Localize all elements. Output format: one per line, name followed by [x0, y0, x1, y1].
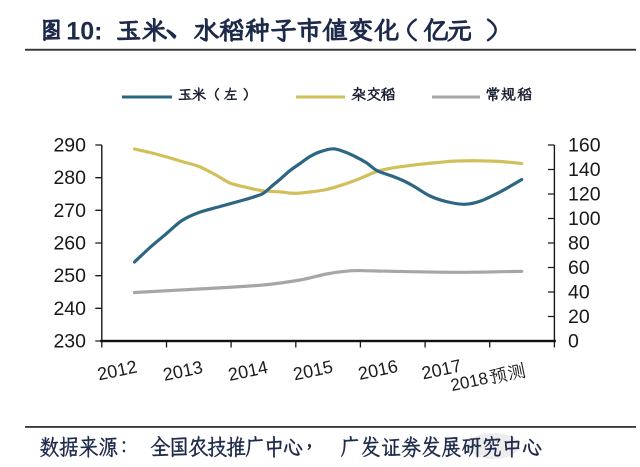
svg-text:240: 240	[53, 298, 86, 320]
svg-text:120: 120	[568, 184, 601, 206]
svg-text:60: 60	[568, 257, 590, 279]
svg-text:250: 250	[53, 265, 86, 287]
svg-text:80: 80	[568, 233, 590, 255]
svg-text:20: 20	[568, 306, 590, 328]
svg-text:100: 100	[568, 208, 601, 230]
svg-text:160: 160	[568, 135, 601, 157]
svg-text:270: 270	[53, 200, 86, 222]
svg-text:40: 40	[568, 282, 590, 304]
svg-text:140: 140	[568, 159, 601, 181]
svg-text:280: 280	[53, 167, 86, 189]
svg-text:10:: 10:	[66, 17, 102, 45]
svg-text:230: 230	[53, 331, 86, 353]
svg-text:290: 290	[53, 135, 86, 157]
svg-text:260: 260	[53, 233, 86, 255]
svg-text:0: 0	[568, 331, 579, 353]
